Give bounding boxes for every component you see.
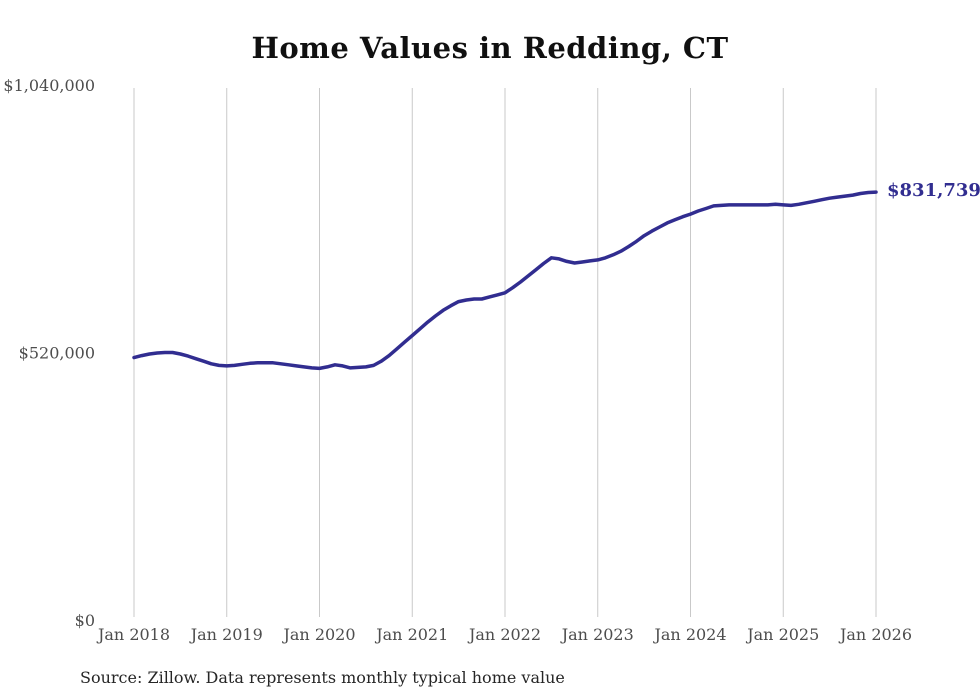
x-axis-tick-label: Jan 2022 [467, 625, 541, 644]
x-axis-tick-label: Jan 2021 [374, 625, 448, 644]
x-axis-tick-label: Jan 2020 [281, 625, 355, 644]
source-note: Source: Zillow. Data represents monthly … [80, 668, 565, 687]
x-axis-tick-label: Jan 2023 [560, 625, 634, 644]
latest-value-label: $831,739 [887, 180, 980, 201]
y-axis-tick-label: $1,040,000 [3, 76, 95, 95]
y-axis-tick-label: $0 [75, 611, 95, 630]
x-axis-tick-label: Jan 2019 [189, 625, 263, 644]
x-axis-tick-label: Jan 2018 [96, 625, 170, 644]
chart-title: Home Values in Redding, CT [251, 31, 729, 65]
y-axis-tick-label: $520,000 [19, 344, 95, 363]
x-axis-tick-label: Jan 2024 [652, 625, 726, 644]
line-chart-svg: $831,739 Jan 2018 Jan 2019 Jan 2020 Jan 202… [3, 76, 980, 644]
home-value-line [132, 190, 878, 371]
x-axis-tick-label: Jan 2025 [745, 625, 819, 644]
x-axis-tick-label: Jan 2026 [838, 625, 912, 644]
